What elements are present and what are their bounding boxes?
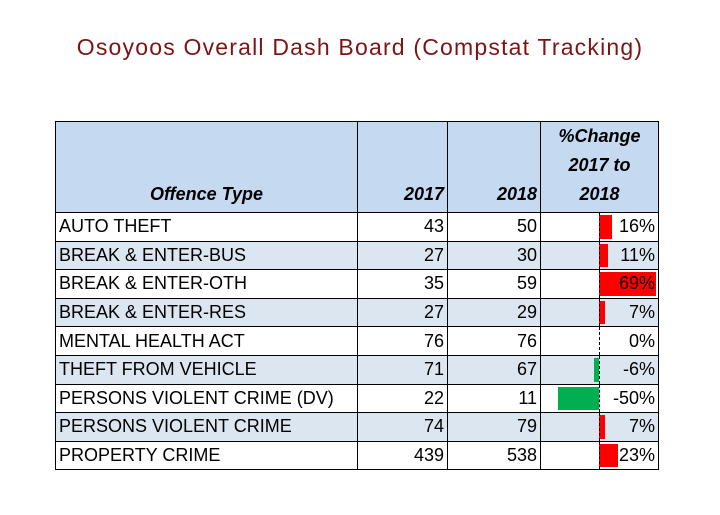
count-cell: 29 [447, 297, 541, 328]
header-cell: 2017 [357, 121, 448, 213]
table-row: PERSONS VIOLENT CRIME (DV) 22 11 -50% [55, 383, 659, 414]
offence-cell: BREAK & ENTER-RES [55, 297, 358, 328]
offence-cell: PERSONS VIOLENT CRIME (DV) [55, 383, 358, 414]
count-cell: 27 [357, 240, 448, 271]
count-cell: 27 [357, 297, 448, 328]
count-cell: 71 [357, 354, 448, 385]
table-row: BREAK & ENTER-OTH 35 59 69% [55, 269, 659, 299]
change-label: 11% [620, 244, 655, 265]
change-label: 23% [618, 445, 655, 466]
change-label: 69% [618, 273, 655, 294]
change-cell: 23% [540, 440, 659, 471]
header-line: 2018 [579, 184, 620, 204]
change-label: -50% [612, 387, 655, 408]
change-bar [599, 272, 656, 296]
change-label: 7% [628, 416, 655, 437]
count-cell: 30 [447, 240, 541, 271]
offence-cell: THEFT FROM VEHICLE [55, 354, 358, 385]
header-line: %Change [558, 126, 641, 146]
change-bar [599, 215, 613, 239]
change-bar [599, 243, 609, 268]
zero-axis [599, 413, 600, 441]
table-row: BREAK & ENTER-BUS 27 30 11% [55, 240, 659, 271]
header-row: Offence Type 2017 2018 %Change 2017 to 2018 [55, 121, 659, 213]
zero-axis [599, 441, 600, 470]
offence-cell: MENTAL HEALTH ACT [55, 326, 358, 356]
count-cell: 43 [357, 212, 448, 242]
zero-axis [599, 327, 600, 355]
change-cell: 0% [540, 326, 659, 356]
zero-axis [599, 298, 600, 327]
table-row: THEFT FROM VEHICLE 71 67 -6% [55, 354, 659, 385]
zero-axis [599, 213, 600, 241]
change-cell: 11% [540, 240, 659, 271]
count-cell: 74 [357, 412, 448, 442]
change-bar [594, 357, 599, 382]
header-cell: Offence Type [55, 121, 358, 213]
count-cell: 22 [357, 383, 448, 414]
change-bar [599, 443, 618, 468]
change-cell: 16% [540, 212, 659, 242]
count-cell: 35 [357, 269, 448, 299]
count-cell: 50 [447, 212, 541, 242]
offence-cell: PERSONS VIOLENT CRIME [55, 412, 358, 442]
count-cell: 76 [447, 326, 541, 356]
change-cell: -50% [540, 383, 659, 414]
zero-axis [599, 355, 600, 384]
change-bar [599, 415, 605, 439]
change-label: -6% [622, 359, 655, 380]
change-cell: 69% [540, 269, 659, 299]
count-cell: 76 [357, 326, 448, 356]
zero-axis [599, 384, 600, 413]
table-row: BREAK & ENTER-RES 27 29 7% [55, 297, 659, 328]
dashboard-title: Osoyoos Overall Dash Board (Compstat Tra… [76, 34, 644, 60]
change-label: 16% [618, 216, 655, 237]
table-row: MENTAL HEALTH ACT 76 76 0% [55, 326, 659, 356]
offence-cell: PROPERTY CRIME [55, 440, 358, 471]
count-cell: 59 [447, 269, 541, 299]
change-cell: 7% [540, 297, 659, 328]
header-cell: %Change 2017 to 2018 [540, 121, 659, 213]
count-cell: 439 [357, 440, 448, 471]
offence-cell: BREAK & ENTER-OTH [55, 269, 358, 299]
table-row: PROPERTY CRIME 439 538 23% [55, 440, 659, 471]
offence-cell: BREAK & ENTER-BUS [55, 240, 358, 271]
count-cell: 11 [447, 383, 541, 414]
count-cell: 538 [447, 440, 541, 471]
change-label: 7% [628, 302, 655, 323]
header-line: 2017 to [568, 155, 631, 175]
count-cell: 79 [447, 412, 541, 442]
change-bar [557, 386, 599, 411]
change-label: 0% [628, 330, 655, 351]
table-row: AUTO THEFT 43 50 16% [55, 212, 659, 242]
change-cell: -6% [540, 354, 659, 385]
zero-axis [599, 241, 600, 270]
offence-table: Offence Type 2017 2018 %Change 2017 to 2018 AU… [55, 121, 659, 471]
header-cell: 2018 [447, 121, 541, 213]
count-cell: 67 [447, 354, 541, 385]
change-bar [599, 300, 605, 325]
change-cell: 7% [540, 412, 659, 442]
offence-cell: AUTO THEFT [55, 212, 358, 242]
table-row: PERSONS VIOLENT CRIME 74 79 7% [55, 412, 659, 442]
zero-axis [599, 270, 600, 298]
